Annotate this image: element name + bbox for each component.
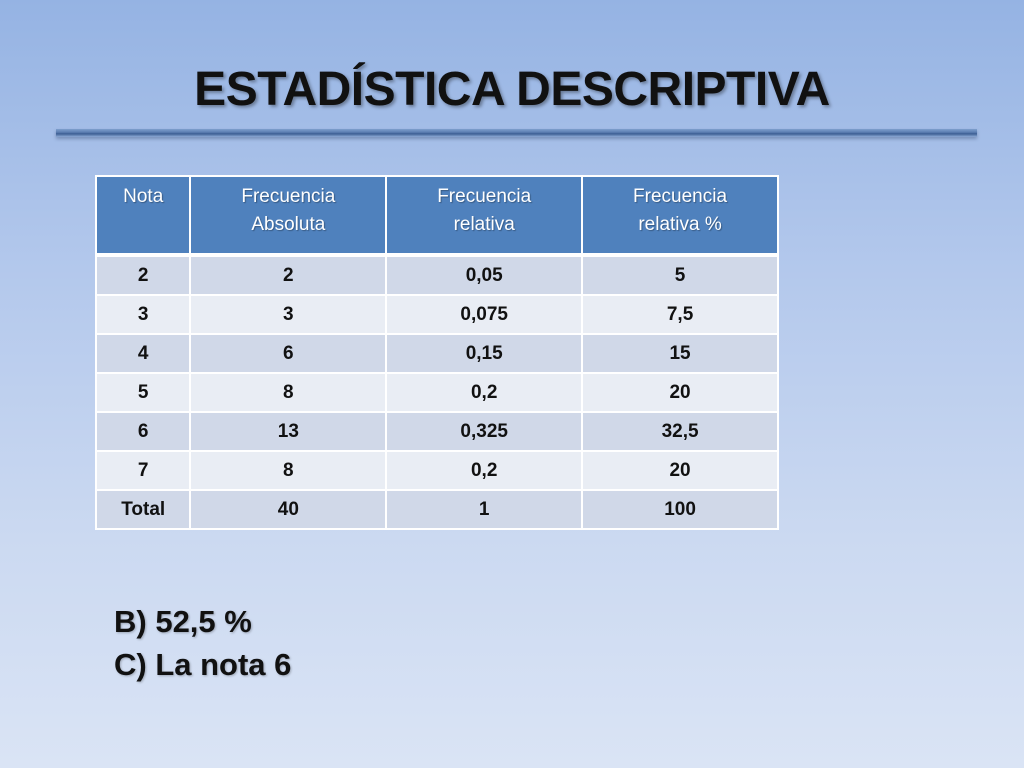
table-row: 5 8 0,2 20 (94, 372, 779, 413)
header-label: Frecuencia (633, 186, 728, 207)
cell-frecuencia-absoluta: 2 (189, 254, 388, 296)
table-row-total: Total 40 1 100 (94, 489, 779, 530)
cell-frecuencia-absoluta: 13 (189, 411, 388, 452)
answers-block: B) 52,5 % C) La nota 6 (114, 600, 291, 686)
cell-frecuencia-relativa: 0,2 (385, 450, 584, 491)
cell-total-frecuencia-absoluta: 40 (189, 489, 388, 530)
table-row: 2 2 0,05 5 (94, 254, 779, 296)
header-label: relativa (453, 214, 515, 235)
cell-total-frecuencia-relativa: 1 (385, 489, 584, 530)
table-header-row: Nota Frecuencia Absoluta Frecuencia rela… (94, 175, 779, 257)
answer-b: B) 52,5 % (114, 604, 252, 639)
cell-nota: 7 (94, 450, 192, 491)
table-row: 6 13 0,325 32,5 (94, 411, 779, 452)
slide-title: ESTADÍSTICA DESCRIPTIVA (194, 63, 830, 116)
cell-frecuencia-absoluta: 8 (189, 450, 388, 491)
frequency-table: Nota Frecuencia Absoluta Frecuencia rela… (94, 175, 779, 530)
cell-nota: 3 (94, 294, 192, 335)
cell-total-frecuencia-relativa-pct: 100 (581, 489, 779, 530)
cell-frecuencia-relativa: 0,2 (385, 372, 584, 413)
cell-frecuencia-absoluta: 8 (189, 372, 388, 413)
header-label: Frecuencia (437, 186, 532, 207)
cell-frecuencia-relativa-pct: 15 (581, 333, 779, 374)
cell-frecuencia-absoluta: 6 (189, 333, 388, 374)
cell-frecuencia-relativa-pct: 20 (581, 372, 779, 413)
cell-frecuencia-absoluta: 3 (189, 294, 388, 335)
cell-frecuencia-relativa: 0,05 (385, 254, 584, 296)
header-label: Nota (123, 186, 164, 207)
cell-frecuencia-relativa: 0,075 (385, 294, 584, 335)
cell-total-label: Total (94, 489, 192, 530)
cell-nota: 5 (94, 372, 192, 413)
answer-c: C) La nota 6 (114, 647, 292, 682)
cell-frecuencia-relativa-pct: 32,5 (581, 411, 779, 452)
header-nota: Nota (94, 175, 192, 257)
cell-nota: 2 (94, 254, 192, 296)
cell-frecuencia-relativa-pct: 5 (581, 254, 779, 296)
table-row: 3 3 0,075 7,5 (94, 294, 779, 335)
cell-nota: 4 (94, 333, 192, 374)
cell-frecuencia-relativa: 0,325 (385, 411, 584, 452)
title-underline (56, 129, 977, 137)
header-frecuencia-relativa-pct: Frecuencia relativa % (581, 175, 779, 257)
table-row: 4 6 0,15 15 (94, 333, 779, 374)
header-frecuencia-relativa: Frecuencia relativa (385, 175, 584, 257)
header-frecuencia-absoluta: Frecuencia Absoluta (189, 175, 388, 257)
cell-frecuencia-relativa-pct: 7,5 (581, 294, 779, 335)
cell-frecuencia-relativa-pct: 20 (581, 450, 779, 491)
cell-frecuencia-relativa: 0,15 (385, 333, 584, 374)
header-label: Frecuencia (241, 186, 336, 207)
header-label: Absoluta (251, 214, 326, 235)
header-label: relativa % (638, 214, 722, 235)
table-row: 7 8 0,2 20 (94, 450, 779, 491)
cell-nota: 6 (94, 411, 192, 452)
